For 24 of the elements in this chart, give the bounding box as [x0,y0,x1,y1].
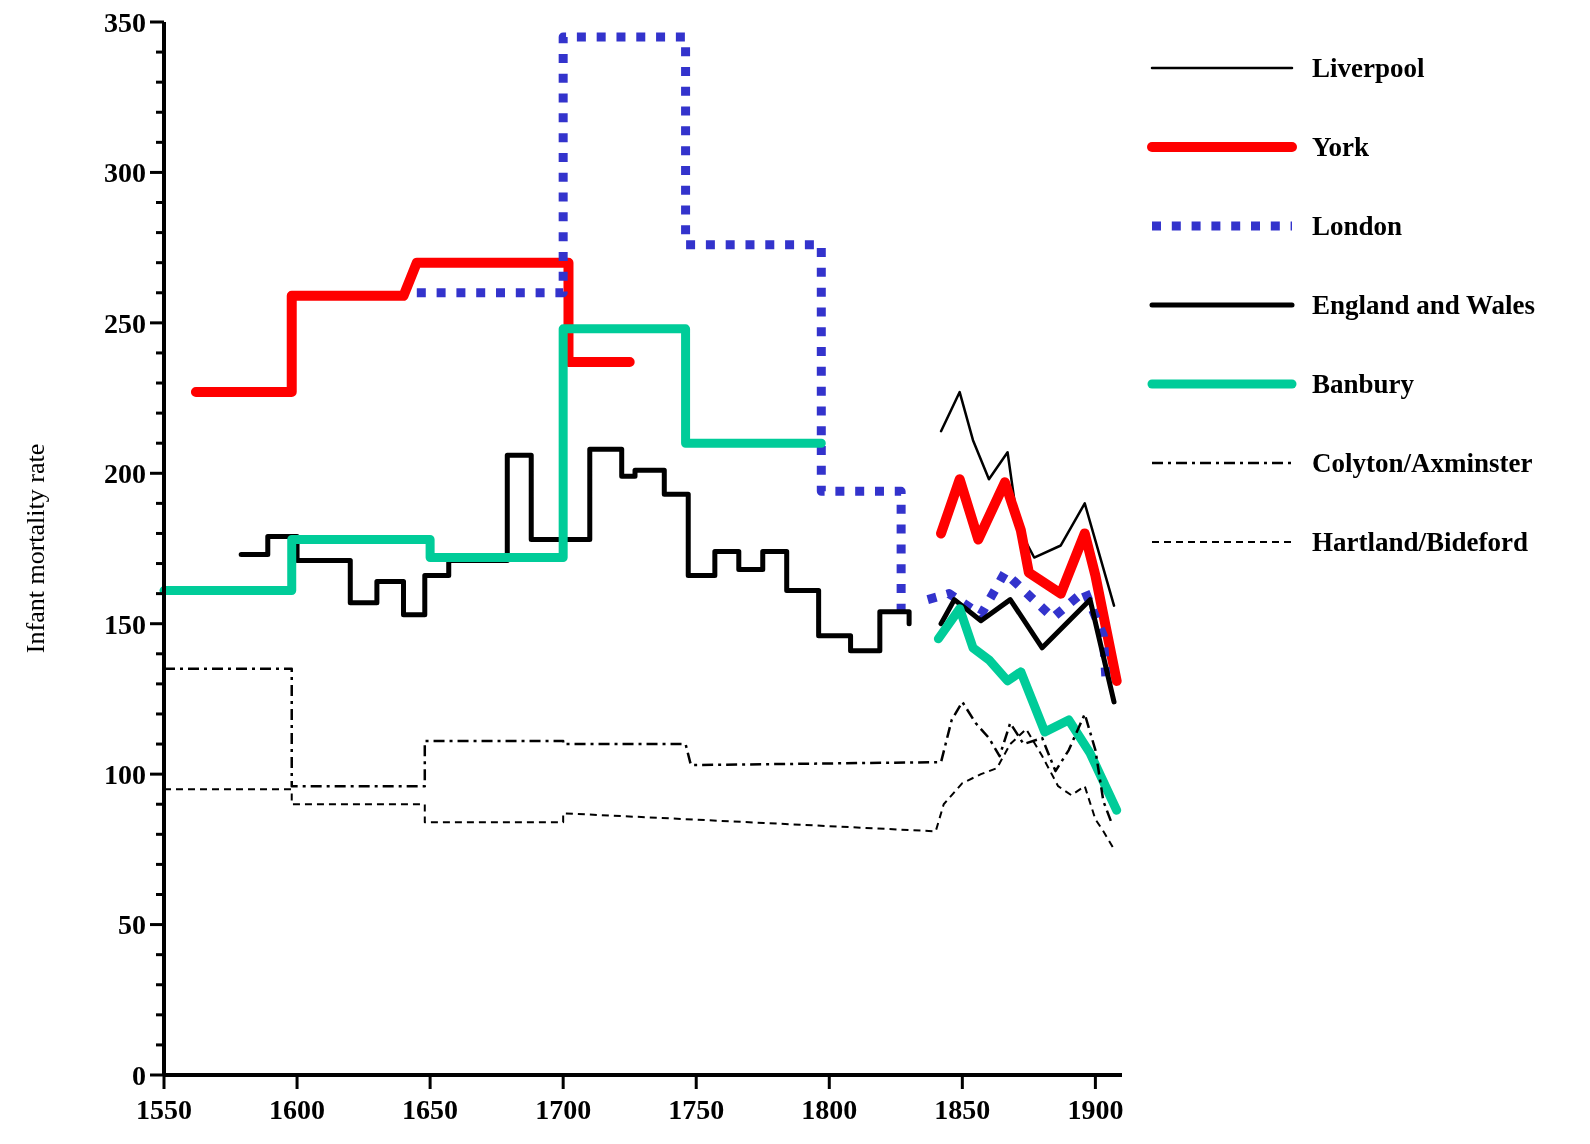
y-tick-label: 200 [104,458,146,490]
x-tick-label: 1750 [668,1094,725,1125]
y-tick-label: 150 [104,608,146,640]
x-tick-label: 1600 [269,1094,326,1125]
x-tick-label: 1850 [934,1094,991,1125]
text: England and Wales [1312,290,1536,321]
x-tick-label: 1900 [1067,1094,1124,1125]
text: Colyton/Axminster [1312,448,1533,479]
y-axis-title: Infant mortality rate [21,443,50,654]
y-tick-label: 50 [118,909,146,941]
y-tick-label: 250 [104,307,146,339]
x-tick-label: 1650 [402,1094,459,1125]
text: York [1312,132,1370,163]
y-tick-label: 350 [104,6,146,38]
text: Liverpool [1312,53,1425,84]
text: London [1312,211,1403,242]
text: Hartland/Bideford [1312,527,1529,558]
x-tick-label: 1800 [801,1094,858,1125]
x-tick-label: 1700 [535,1094,592,1125]
x-tick-label: 1550 [136,1094,192,1125]
text: Banbury [1312,369,1415,400]
y-tick-label: 100 [104,758,146,790]
y-tick-label: 300 [104,157,146,189]
y-tick-label: 0 [132,1059,146,1091]
